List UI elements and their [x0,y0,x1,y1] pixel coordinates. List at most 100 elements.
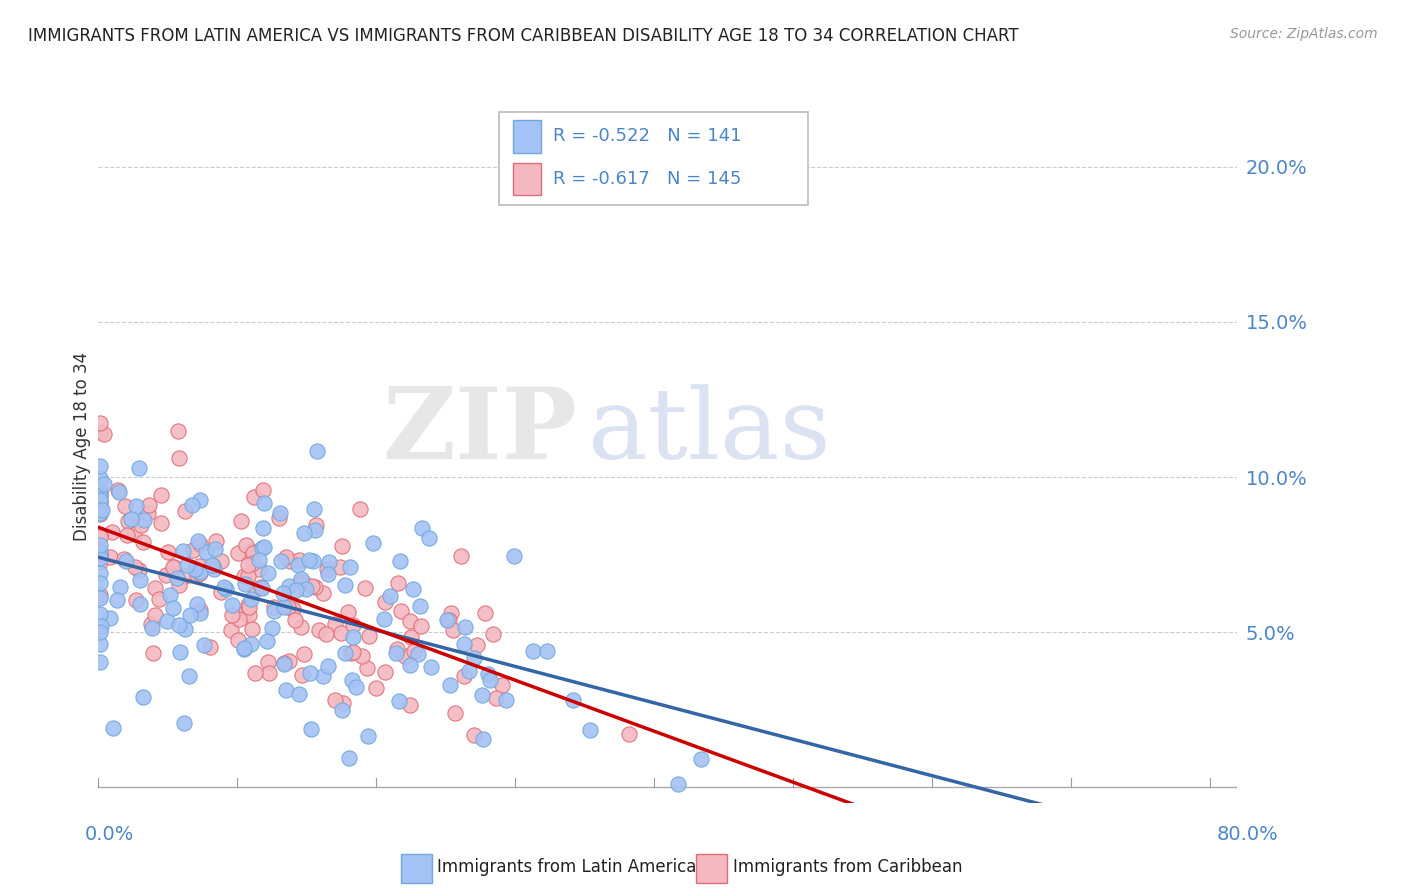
Point [339,560,361,574]
Point [290,668,312,682]
Point [256,655,278,669]
Point [214,582,236,596]
Point [162,559,184,574]
Point [301,553,323,567]
Point [187,558,209,573]
Point [243,490,266,504]
Point [277,600,299,615]
Point [308,623,330,637]
Point [89,485,111,500]
Point [194,545,217,559]
Point [333,578,356,592]
Point [89,607,111,621]
Point [263,600,285,615]
Point [205,533,228,548]
Point [463,650,485,665]
Point [98,550,121,565]
Point [380,589,402,603]
Point [138,498,160,512]
Point [240,543,263,558]
Text: 80.0%: 80.0% [1216,824,1278,844]
Point [173,569,195,583]
Point [128,563,150,577]
Point [579,723,602,737]
Point [298,553,321,567]
Point [437,613,460,627]
Point [176,558,198,573]
Point [186,597,208,611]
Point [366,681,388,695]
Point [188,606,211,620]
Point [181,542,204,557]
Point [277,654,299,668]
Point [125,593,148,607]
Point [89,425,111,440]
Text: 0.0%: 0.0% [84,824,134,844]
Point [89,483,111,497]
Point [193,639,215,653]
Point [465,638,488,652]
Point [333,646,356,660]
Text: Immigrants from Latin America: Immigrants from Latin America [437,858,696,876]
Point [107,483,129,497]
Point [336,605,359,619]
Point [337,750,360,764]
Point [278,579,301,593]
Point [172,543,194,558]
Point [155,568,177,582]
Text: Immigrants from Caribbean: Immigrants from Caribbean [733,858,962,876]
Point [385,641,408,656]
Point [128,460,150,475]
Point [169,577,191,591]
Point [238,607,260,622]
Point [287,558,309,573]
Point [219,623,242,637]
Point [132,534,155,549]
Point [233,641,256,656]
Point [305,518,328,533]
Point [169,645,191,659]
Point [242,556,264,570]
Point [690,752,713,766]
Point [299,722,322,736]
Point [233,606,256,620]
Point [356,661,378,675]
Point [353,581,375,595]
Point [273,656,295,670]
Point [169,618,191,632]
Point [339,646,361,660]
Point [101,525,124,540]
Point [142,646,165,660]
Point [387,576,409,591]
Point [238,599,260,614]
Point [257,566,280,580]
Y-axis label: Disability Age 18 to 34: Disability Age 18 to 34 [73,351,91,541]
Point [89,589,111,603]
Point [173,623,195,637]
Point [167,451,190,466]
Point [250,580,273,594]
Point [253,495,276,509]
Point [402,582,425,596]
Point [188,565,211,579]
Point [278,554,301,568]
Point [202,559,225,574]
Point [179,608,201,623]
Point [315,562,337,576]
Point [243,665,266,680]
Point [139,616,162,631]
Point [373,612,395,626]
Point [453,668,475,682]
Point [167,424,190,438]
Point [454,620,477,634]
Point [89,527,111,541]
Point [177,669,200,683]
Point [316,566,339,581]
Point [398,698,420,712]
Point [399,630,422,644]
Point [136,506,159,520]
Point [288,553,311,567]
Point [89,499,111,513]
Text: R = -0.617   N = 145: R = -0.617 N = 145 [553,170,741,188]
Point [388,694,411,708]
